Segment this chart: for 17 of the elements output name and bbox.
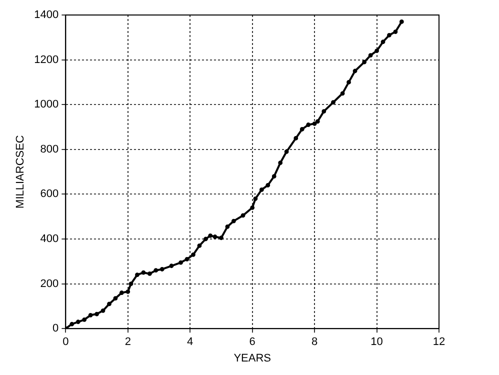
y-tick-label: 1000 xyxy=(34,98,59,111)
x-tick-label: 4 xyxy=(187,336,194,348)
y-tick-label: 800 xyxy=(40,143,59,156)
x-axis-title: YEARS xyxy=(234,352,271,364)
y-tick-label: 0 xyxy=(52,322,59,335)
x-tick-label: 12 xyxy=(432,336,446,348)
y-tick-label: 200 xyxy=(40,278,59,290)
x-tick-label: 8 xyxy=(311,336,318,348)
y-tick-label: 1400 xyxy=(34,9,59,22)
y-tick-label: 400 xyxy=(40,233,59,246)
x-tick-label: 10 xyxy=(370,336,383,348)
y-tick-label: 1200 xyxy=(34,54,59,66)
y-tick-label: 600 xyxy=(40,188,59,200)
x-tick-label: 6 xyxy=(249,336,256,348)
x-tick-label: 2 xyxy=(124,336,131,348)
x-tick-label: 0 xyxy=(62,336,69,348)
y-axis-title: MILLIARCSEC xyxy=(14,135,27,208)
